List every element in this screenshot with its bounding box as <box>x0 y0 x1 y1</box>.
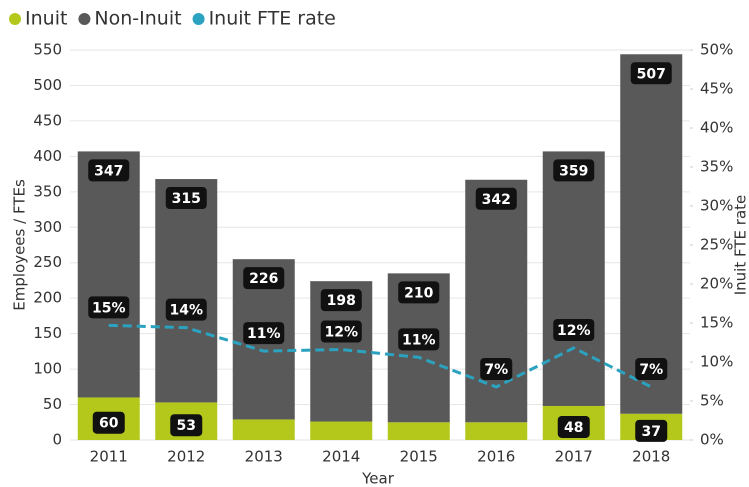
data-label-box <box>557 415 590 438</box>
y2-tick-label: 0% <box>700 431 724 449</box>
y-tick-label: 0 <box>52 431 62 449</box>
rate-line <box>108 323 652 389</box>
y-tick-label: 250 <box>33 253 62 271</box>
data-label: 359 <box>559 163 588 179</box>
y2-tick-label: 20% <box>700 275 733 293</box>
data-label-box <box>320 320 362 343</box>
data-label: 315 <box>172 191 201 207</box>
y2-tick-label: 45% <box>700 80 733 98</box>
y-tick-label: 100 <box>33 360 62 378</box>
data-label-box <box>398 328 440 351</box>
legend-label: Non-Inuit <box>94 8 181 30</box>
y-tick-label: 50 <box>43 395 62 413</box>
y2-tick-label: 50% <box>700 41 733 59</box>
y2-tick-label: 25% <box>700 236 733 254</box>
x-tick-label: 2016 <box>477 448 515 466</box>
data-label-box <box>88 296 130 319</box>
data-label-box <box>475 187 517 210</box>
y-tick-label: 450 <box>33 111 62 129</box>
data-label-box <box>88 159 130 182</box>
data-label-box <box>553 318 595 341</box>
y2-axis-title: Inuit FTE rate <box>732 195 749 296</box>
data-label-box <box>553 159 595 182</box>
data-label-box <box>480 357 513 380</box>
data-label-box <box>635 357 668 380</box>
x-tick-label: 2018 <box>632 448 670 466</box>
data-label: 347 <box>94 163 123 179</box>
data-label: 15% <box>92 300 126 316</box>
x-axis-title: Year <box>361 470 395 487</box>
data-label: 7% <box>639 362 663 378</box>
legend-label: Inuit FTE rate <box>209 8 336 30</box>
bar-segment <box>465 179 528 423</box>
y-tick-label: 550 <box>33 41 62 59</box>
x-tick-label: 2014 <box>322 448 360 466</box>
data-label: 507 <box>637 66 666 82</box>
y-tick-label: 400 <box>33 147 62 165</box>
bar-segment <box>387 422 450 440</box>
data-label: 342 <box>482 192 511 208</box>
y2-tick-label: 30% <box>700 197 733 215</box>
data-label-box <box>320 289 362 312</box>
x-tick-label: 2012 <box>167 448 205 466</box>
y-axis-title: Employees / FTEs <box>11 179 29 311</box>
y-tick-label: 300 <box>33 218 62 236</box>
bar-segment <box>310 421 373 440</box>
bar-segment <box>232 419 295 440</box>
y-tick-label: 200 <box>33 289 62 307</box>
bar-segment <box>155 179 218 403</box>
legend-swatch <box>192 13 205 25</box>
y2-tick-label: 40% <box>700 119 733 137</box>
bar-segment <box>465 422 528 440</box>
bar-segment <box>542 151 605 406</box>
data-label-box <box>165 298 207 321</box>
bar-segment <box>620 54 683 414</box>
bar-segment <box>77 151 140 398</box>
x-tick-label: 2015 <box>400 448 438 466</box>
data-label: 37 <box>642 424 661 440</box>
data-label: 11% <box>402 332 436 348</box>
data-label-box <box>243 322 285 345</box>
data-label: 210 <box>404 285 433 301</box>
data-label: 11% <box>247 326 281 342</box>
data-label-box <box>165 187 207 210</box>
data-label: 7% <box>484 362 508 378</box>
y2-tick-label: 5% <box>700 392 724 410</box>
legend-label: Inuit <box>25 8 67 30</box>
y-tick-label: 500 <box>33 76 62 94</box>
data-label-box <box>398 281 440 304</box>
y2-tick-label: 35% <box>700 158 733 176</box>
y2-tick-label: 10% <box>700 353 733 371</box>
legend-swatch <box>78 13 91 25</box>
data-label: 48 <box>564 420 583 436</box>
x-tick-label: 2011 <box>90 448 128 466</box>
data-label: 12% <box>324 325 358 341</box>
y-tick-label: 150 <box>33 324 62 342</box>
data-label: 60 <box>99 416 119 432</box>
data-label-box <box>92 411 125 434</box>
data-label-box <box>170 414 203 437</box>
data-label: 12% <box>557 323 591 339</box>
x-tick-label: 2017 <box>555 448 593 466</box>
data-label: 14% <box>169 303 203 319</box>
data-label: 53 <box>177 418 196 434</box>
legend-swatch <box>9 13 21 25</box>
x-tick-label: 2013 <box>245 448 283 466</box>
data-label-box <box>635 419 668 442</box>
y-tick-label: 350 <box>33 182 62 200</box>
data-label-box <box>243 267 285 290</box>
data-label-box <box>630 62 672 85</box>
y2-tick-label: 15% <box>700 314 733 332</box>
data-label: 226 <box>249 271 278 287</box>
data-label: 198 <box>327 293 356 309</box>
